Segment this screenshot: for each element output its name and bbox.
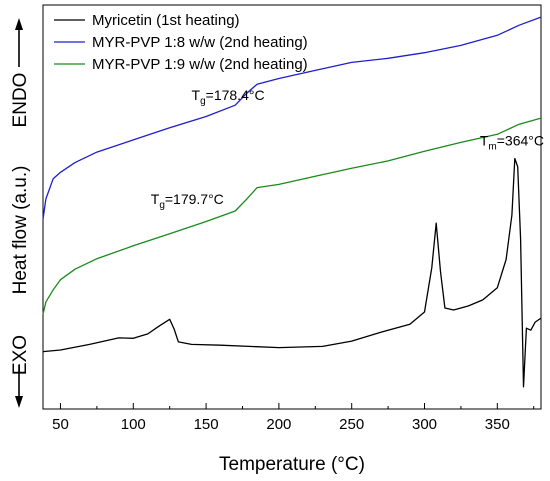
x-tick-label-5: 300 <box>412 416 437 433</box>
y-axis-label-exo: EXO <box>10 335 31 375</box>
x-tick-label-2: 150 <box>194 416 219 433</box>
legend-label-0: Myricetin (1st heating) <box>92 12 240 29</box>
endo-arrow <box>15 18 23 67</box>
x-tick-label-0: 50 <box>52 416 69 433</box>
x-axis-ticks: 50 100 150 200 250 300 350 <box>52 403 535 433</box>
y-axis-label-endo: ENDO <box>10 73 31 128</box>
series-line-2 <box>42 117 542 315</box>
legend-label-2: MYR-PVP 1:9 w/w (2nd heating) <box>92 56 308 73</box>
series-layer <box>42 16 542 388</box>
x-tick-label-4: 250 <box>339 416 364 433</box>
annotation-2: Tm=364°C <box>480 133 544 153</box>
exo-arrow <box>15 365 23 408</box>
x-tick-label-6: 350 <box>485 416 510 433</box>
annotation-1: Tg=179.7°C <box>151 191 224 211</box>
series-line-0 <box>42 157 542 388</box>
x-tick-label-1: 100 <box>121 416 146 433</box>
legend: Myricetin (1st heating) MYR-PVP 1:8 w/w (… <box>54 12 308 73</box>
series-line-1 <box>42 16 542 220</box>
plot-frame <box>42 4 542 410</box>
x-axis-label: Temperature (°C) <box>219 454 365 475</box>
legend-label-1: MYR-PVP 1:8 w/w (2nd heating) <box>92 34 308 51</box>
y-axis-label-group: Heat flow (a.u.) ENDO EXO <box>10 73 31 376</box>
x-tick-label-3: 200 <box>266 416 291 433</box>
y-axis-label: Heat flow (a.u.) <box>10 166 31 295</box>
annotation-0: Tg=178.4°C <box>192 87 265 107</box>
annotations: Tg=178.4°C Tg=179.7°C Tm=364°C <box>151 87 544 211</box>
